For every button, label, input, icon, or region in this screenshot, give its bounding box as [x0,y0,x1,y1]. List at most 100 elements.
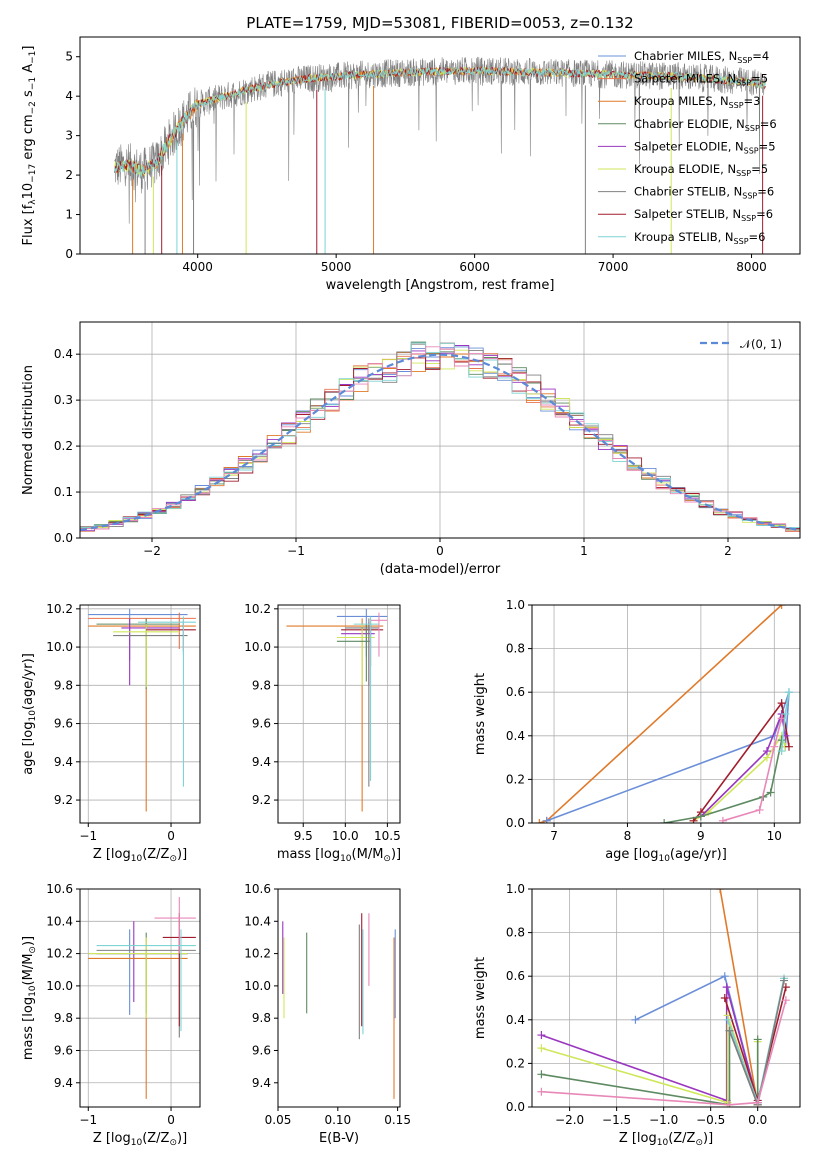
panel-mass_vs_Z: −1 09.49.69.810.010.210.410.6Z [log10(Z/Z… [21,882,201,1148]
axes-frame [531,888,801,1108]
errorbar-point [88,608,188,661]
y-axis-label-part: (age/yr)] [21,653,36,710]
errorbar-point [341,622,375,686]
x-axis-label-part: (Z/Z [142,1131,169,1146]
y-tick-label: 9.4 [252,755,271,769]
errorbar-point [336,624,371,682]
y-axis-label-part: −1 [28,77,38,90]
x-tick-label: 0.0 [748,1113,767,1127]
x-axis-label-part: 10 [340,854,352,864]
legend-suffix: =5 [759,139,776,153]
y-axis-label-part: )] [21,936,36,946]
y-axis-label-part: Flux [f [21,204,36,245]
x-tick-label: 0.15 [384,1113,411,1127]
y-axis-label-part: 10 [28,985,38,997]
weight-marker [780,976,789,985]
legend-entry: Chabrier STELIB, NSSP=6 [634,185,774,201]
y-axis-label: Flux [fλ10−17 erg cm−2 s−1 A−1] [21,46,38,246]
y-axis-label: mass [log10(M/M⊙)] [21,936,38,1060]
y-tick-label: 0.0 [506,1100,525,1114]
y-tick-label: 9.8 [54,1011,73,1025]
legend-sub: SSP [734,237,749,246]
x-axis-label-part: ⊙ [169,1138,177,1148]
x-axis-label-part: ⊙ [695,1138,703,1148]
x-tick-label: 6000 [459,260,490,274]
weight-marker [762,747,771,756]
x-tick-label: −1 [287,544,305,558]
legend-sub: SSP [745,124,760,133]
x-tick-label: 8000 [736,260,767,274]
weight-marker [784,688,793,697]
errorbar-point [370,612,388,657]
legend-label: Chabrier STELIB, N [634,185,742,199]
weight-line [539,605,783,823]
weight-marker [770,742,779,751]
weight-marker [784,742,793,751]
y-tick-label: 10.2 [244,602,271,616]
legend-suffix: =6 [749,230,766,244]
weight-marker [716,889,725,893]
weight-marker [777,699,786,708]
y-tick-label: 10.6 [46,882,73,896]
x-axis-label-part: Z [log [619,1131,657,1146]
errorbar-point [121,618,180,686]
axes-frame [531,604,801,824]
weight-marker [753,1035,762,1044]
y-tick-label: 3 [65,129,73,143]
y-axis-label-part: −1 [28,51,38,64]
y-tick-label: 1.0 [506,598,525,612]
legend-label: Salpeter MILES, N [634,72,736,86]
legend-label: Kroupa STELIB, N [634,230,734,244]
x-tick-label: 10.5 [374,829,401,843]
y-tick-label: 10.2 [46,602,73,616]
x-tick-label: −1.5 [602,1113,631,1127]
plot-area [282,913,396,1099]
weight-marker [766,788,775,797]
weight-marker [720,994,729,1002]
legend-label: Kroupa MILES, N [634,94,729,108]
errorbar-point [88,937,188,1019]
legend-suffix: =6 [760,117,777,131]
y-tick-label: 0.3 [54,393,73,407]
x-axis-label-part: 10 [131,854,143,864]
x-axis-label: Z [log10(Z/Z⊙)] [93,847,187,864]
plot-area [286,608,388,812]
y-tick-label: 10.6 [244,882,271,896]
y-tick-label: 10.0 [244,979,271,993]
x-tick-label: 0 [167,829,175,843]
y-axis-label-part: ] [21,46,36,51]
y-axis-label-part: A [21,64,36,77]
x-axis-label-part: (age/yr)] [670,847,727,862]
x-axis-label: (data-model)/error [380,562,501,577]
plot-area [535,605,793,823]
legend-label: Chabrier ELODIE, N [634,117,745,131]
x-axis-label: Z [log10(Z/Z⊙)] [93,1131,187,1148]
y-tick-label: 10.4 [46,914,73,928]
weight-marker [542,816,551,823]
y-axis-label-part: ⊙ [28,946,38,954]
weight-marker [537,1087,546,1096]
y-tick-label: 1 [65,208,73,222]
weight-marker [537,1031,546,1040]
x-axis-label-part: ⊙ [169,854,177,864]
axes-frame [277,604,401,824]
errorbar-point [113,622,188,655]
x-axis-label-part: ⊙ [383,854,391,864]
x-axis-label-part: )] [177,1131,187,1146]
y-axis-label: Normed distribution [21,365,36,495]
y-axis-label: mass weight [473,673,488,755]
x-axis-label-part: (Z/Z [142,847,169,862]
x-tick-label: 10 [767,829,782,843]
legend-sub: SSP [741,214,756,223]
y-axis-label-part: −2 [28,101,38,114]
legend-sub: SSP [736,79,751,88]
weight-marker [777,605,786,609]
weight-marker [631,1015,640,1024]
spectrum-line [114,66,766,178]
weight-line [541,999,787,1106]
panel-weight_vs_Z: −2.0 −1.5 −1.0 −0.5 0.0 0.0 0.2 0.4 0.6 0.8 1.0 Z [… [473,882,801,1148]
weight-marker [723,1015,732,1024]
weight-marker [722,983,731,992]
